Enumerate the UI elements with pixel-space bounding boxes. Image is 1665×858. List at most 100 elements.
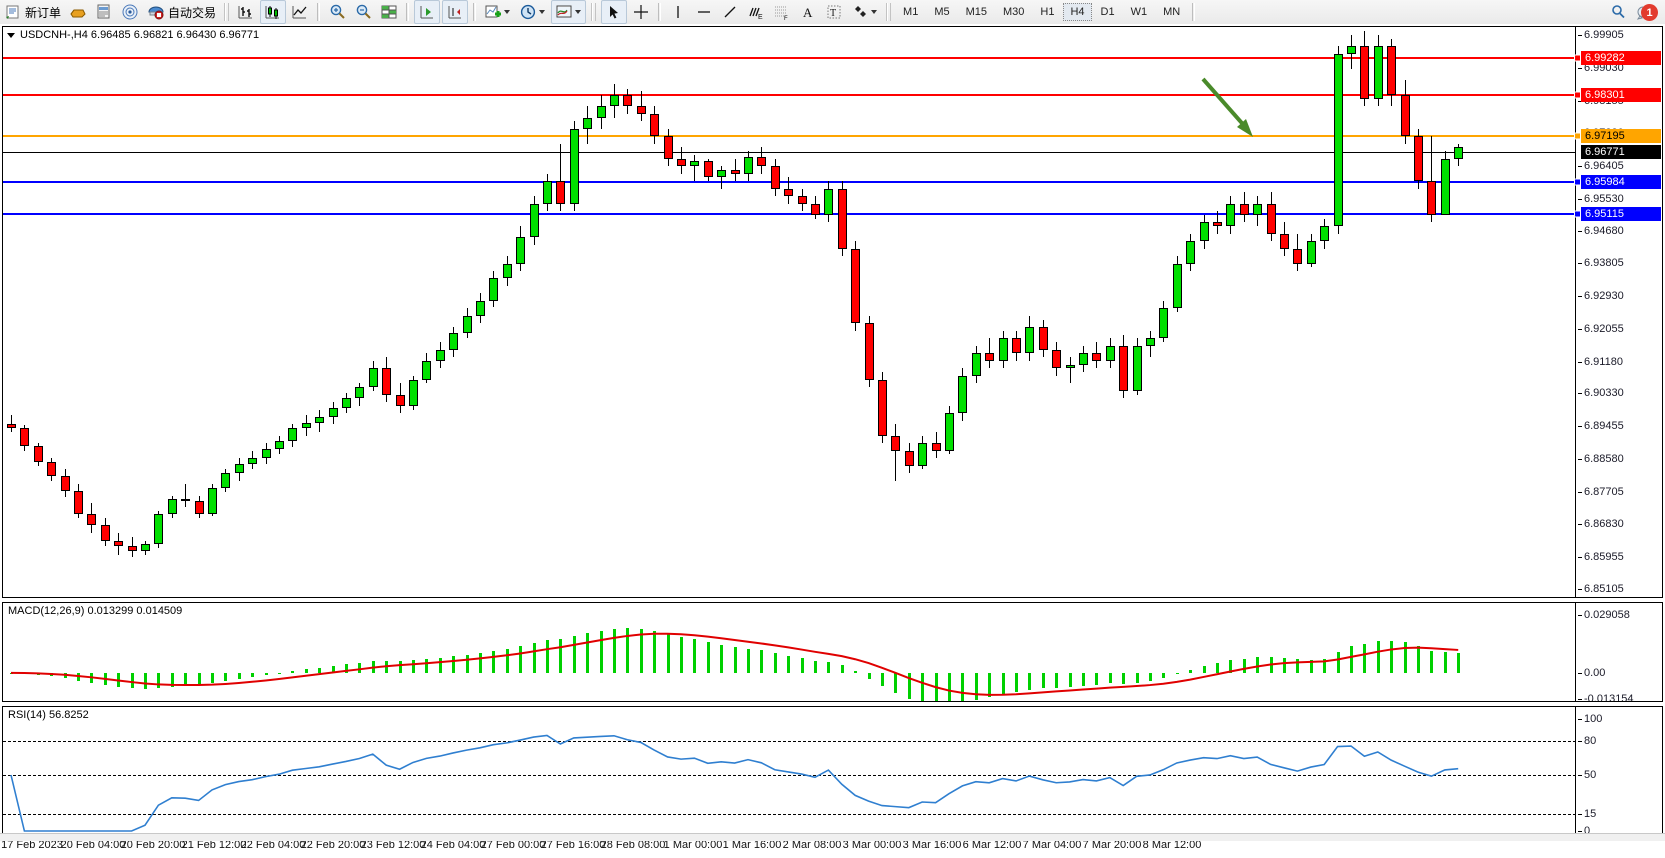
timeframe-button-m15[interactable]: M15 <box>965 6 987 18</box>
macd-histogram-bar <box>1082 672 1085 686</box>
macd-tick <box>1578 615 1582 616</box>
level-handle[interactable] <box>1574 54 1581 62</box>
text-button[interactable]: A <box>796 1 820 23</box>
candle-body-bearish <box>851 248 861 324</box>
timeframe-button-m30[interactable]: M30 <box>1003 6 1025 18</box>
level-handle[interactable] <box>1574 132 1581 140</box>
candlestick <box>248 27 258 597</box>
timeframe-button-d1[interactable]: D1 <box>1100 6 1115 18</box>
level-line-support-1[interactable] <box>3 180 1576 183</box>
zoom-in-button[interactable] <box>325 1 349 23</box>
templates-button[interactable] <box>551 0 587 24</box>
toolbar-separator-5 <box>1192 3 1196 21</box>
macd-axis-line <box>1575 603 1576 701</box>
crosshair-button[interactable] <box>629 1 653 23</box>
period-button[interactable] <box>516 1 549 23</box>
shift-end-button[interactable] <box>442 0 469 24</box>
chart-menu-caret-icon[interactable] <box>7 32 15 38</box>
candlestick <box>1333 27 1343 597</box>
rsi-pane[interactable]: 100 80 50 15 0 RSI(14) 56.8252 <box>2 706 1663 834</box>
templates-caret-icon[interactable] <box>573 3 582 21</box>
price-tag-support-2[interactable]: 6.95115 <box>1574 207 1661 222</box>
macd-histogram-bar <box>1068 672 1072 687</box>
candle-wick <box>1069 357 1071 384</box>
candlestick <box>636 27 646 597</box>
chart-window[interactable]: 6.999056.990306.981556.972806.964056.955… <box>0 24 1665 851</box>
candlestick <box>811 27 820 597</box>
search-button[interactable] <box>1606 1 1630 23</box>
elliott-wave-button[interactable]: E <box>744 1 768 23</box>
shapes-caret-icon[interactable] <box>869 3 878 21</box>
line-chart-button[interactable] <box>288 1 312 23</box>
level-handle[interactable] <box>1574 210 1581 218</box>
timeframe-button-m5[interactable]: M5 <box>934 6 950 18</box>
grid-button[interactable] <box>377 1 401 23</box>
new-order-button[interactable]: 新订单 <box>1 1 64 23</box>
level-handle[interactable] <box>1574 178 1581 186</box>
level-line-support-2[interactable] <box>3 213 1576 216</box>
price-tick <box>1578 35 1582 36</box>
candlestick <box>1414 27 1423 597</box>
toolbar-grip-3[interactable] <box>886 3 892 21</box>
alerts-button[interactable]: 1 <box>1632 1 1664 23</box>
timeframe-button-h1[interactable]: H1 <box>1040 6 1055 18</box>
price-tag-pivot[interactable]: 6.97195 <box>1574 129 1661 144</box>
macd-histogram-bar <box>894 672 898 694</box>
price-tag-resistance-1[interactable]: 6.98301 <box>1574 88 1661 103</box>
auto-trading-button[interactable]: 自动交易 <box>144 1 219 23</box>
macd-histogram-bar <box>613 628 616 673</box>
signals-icon <box>121 3 139 21</box>
candlestick <box>489 27 499 597</box>
rsi-label: RSI(14) 56.8252 <box>8 709 89 721</box>
level-line-resistance-1[interactable] <box>3 94 1576 97</box>
candle-body-bullish <box>435 349 445 361</box>
price-pane[interactable]: 6.999056.990306.981556.972806.964056.955… <box>2 26 1663 598</box>
horizontal-line-button[interactable] <box>692 1 716 23</box>
fibonacci-button[interactable]: F <box>770 1 794 23</box>
candle-body-bearish <box>395 394 405 406</box>
text-label-button[interactable]: T <box>822 1 846 23</box>
candlestick <box>971 27 981 597</box>
vertical-line-button[interactable] <box>666 1 690 23</box>
level-line-resistance-2[interactable] <box>3 57 1576 60</box>
candlestick-chart-button[interactable] <box>260 0 287 24</box>
candle-body-bearish <box>797 196 807 204</box>
macd-histogram-bar <box>211 672 214 684</box>
shapes-button[interactable] <box>848 1 881 23</box>
price-tag-current-price[interactable]: 6.96771 <box>1581 145 1661 160</box>
candle-body-bullish <box>234 463 244 474</box>
timeframe-button-m1[interactable]: M1 <box>903 6 919 18</box>
period-caret-icon[interactable] <box>537 3 546 21</box>
price-tag-resistance-2[interactable]: 6.99282 <box>1574 51 1661 66</box>
data-window-icon <box>95 3 113 21</box>
candlestick <box>1440 27 1450 597</box>
add-indicator-caret-icon[interactable] <box>502 3 511 21</box>
macd-histogram-bar <box>720 644 724 673</box>
level-line-current-price[interactable] <box>3 152 1576 154</box>
candle-body-bullish <box>288 428 298 442</box>
toolbar-grip-1[interactable] <box>224 3 230 21</box>
timeframe-button-h4[interactable]: H4 <box>1063 3 1092 21</box>
data-window-button[interactable] <box>92 1 116 23</box>
zoom-out-button[interactable] <box>351 1 375 23</box>
trendline-button[interactable] <box>718 1 742 23</box>
price-tag-support-1[interactable]: 6.95984 <box>1574 174 1661 189</box>
add-indicator-button[interactable] <box>481 1 514 23</box>
price-scale[interactable] <box>1576 27 1662 597</box>
level-handle[interactable] <box>1574 91 1581 99</box>
gold-bar-button[interactable] <box>66 1 90 23</box>
zoom-in-icon <box>328 3 346 21</box>
bar-chart-button[interactable] <box>234 1 258 23</box>
shift-start-button[interactable] <box>414 0 441 24</box>
timeframe-button-w1[interactable]: W1 <box>1130 6 1148 18</box>
down-arrow[interactable] <box>1201 77 1253 137</box>
toolbar-grip-2[interactable] <box>591 3 597 21</box>
level-line-pivot[interactable] <box>3 135 1576 138</box>
signals-button[interactable] <box>118 1 142 23</box>
macd-histogram-bar <box>452 656 456 673</box>
candle-body-bullish <box>422 360 432 380</box>
timeframe-button-mn[interactable]: MN <box>1163 6 1181 18</box>
macd-histogram-bar <box>1256 656 1260 673</box>
macd-pane[interactable]: 0.029058 0.00 -0.013154 MACD(12,26,9) 0.01… <box>2 602 1663 702</box>
cursor-button[interactable] <box>601 0 628 24</box>
